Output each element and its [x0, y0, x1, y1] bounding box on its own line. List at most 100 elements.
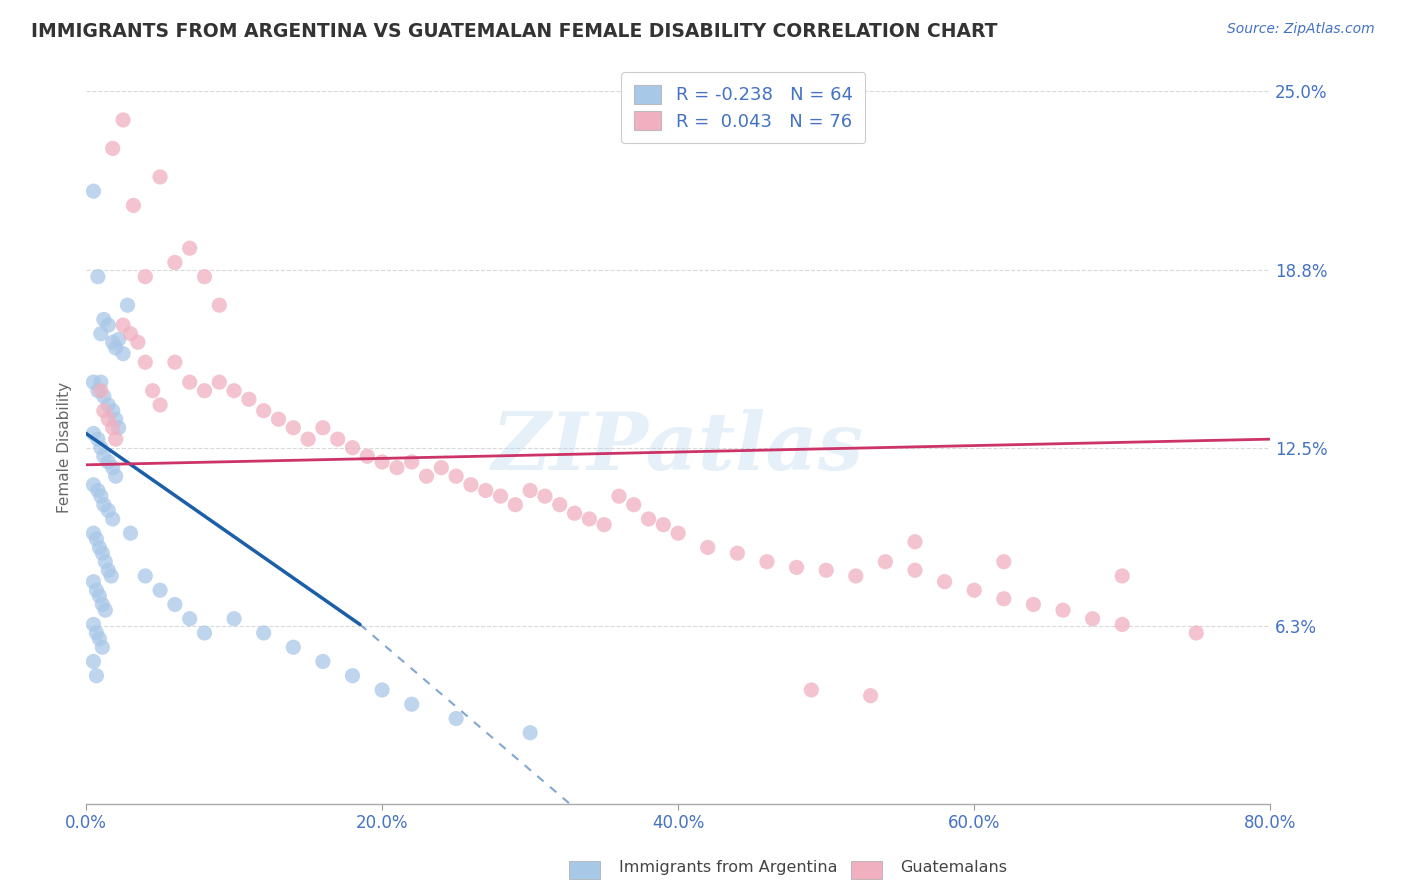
- Point: [107, 421, 129, 435]
- Point: [385, 460, 408, 475]
- Point: [163, 355, 186, 369]
- Point: [934, 574, 956, 589]
- Text: Immigrants from Argentina: Immigrants from Argentina: [619, 861, 837, 875]
- Point: [97, 318, 120, 333]
- Point: [91, 598, 114, 612]
- Point: [401, 697, 423, 711]
- Point: [238, 392, 260, 407]
- Point: [401, 455, 423, 469]
- Point: [82, 184, 104, 198]
- Text: Guatemalans: Guatemalans: [900, 861, 1007, 875]
- Point: [112, 346, 135, 360]
- Point: [179, 241, 201, 255]
- Point: [534, 489, 557, 503]
- Point: [637, 512, 659, 526]
- Point: [800, 683, 823, 698]
- Text: Source: ZipAtlas.com: Source: ZipAtlas.com: [1227, 22, 1375, 37]
- Point: [101, 335, 124, 350]
- Point: [356, 449, 378, 463]
- Point: [267, 412, 290, 426]
- Point: [548, 498, 571, 512]
- Point: [86, 583, 108, 598]
- Point: [222, 612, 245, 626]
- Point: [86, 626, 108, 640]
- Point: [91, 640, 114, 655]
- Point: [97, 563, 120, 577]
- Point: [87, 432, 110, 446]
- Point: [97, 412, 120, 426]
- Point: [444, 469, 467, 483]
- Point: [90, 441, 112, 455]
- Point: [193, 384, 215, 398]
- Point: [101, 460, 124, 475]
- Point: [93, 389, 115, 403]
- Point: [193, 626, 215, 640]
- Point: [875, 555, 897, 569]
- Point: [593, 517, 616, 532]
- Point: [1081, 612, 1104, 626]
- Point: [97, 503, 120, 517]
- Point: [93, 403, 115, 417]
- Point: [91, 546, 114, 560]
- Point: [90, 384, 112, 398]
- Point: [127, 335, 149, 350]
- Point: [1111, 569, 1133, 583]
- Point: [101, 141, 124, 155]
- Y-axis label: Female Disability: Female Disability: [58, 382, 72, 513]
- Point: [97, 398, 120, 412]
- Point: [786, 560, 808, 574]
- Point: [120, 326, 142, 341]
- Point: [104, 412, 127, 426]
- Point: [87, 269, 110, 284]
- Point: [149, 398, 172, 412]
- Point: [1111, 617, 1133, 632]
- Point: [1185, 626, 1208, 640]
- Point: [117, 298, 139, 312]
- Point: [90, 489, 112, 503]
- Point: [904, 534, 927, 549]
- Point: [97, 455, 120, 469]
- Point: [208, 375, 231, 389]
- Point: [253, 626, 276, 640]
- Point: [120, 526, 142, 541]
- Point: [163, 255, 186, 269]
- Point: [489, 489, 512, 503]
- Point: [505, 498, 527, 512]
- Point: [696, 541, 718, 555]
- Point: [87, 483, 110, 498]
- Point: [112, 318, 135, 333]
- Point: [134, 269, 156, 284]
- Point: [993, 591, 1015, 606]
- Point: [371, 455, 394, 469]
- Point: [815, 563, 838, 577]
- Point: [112, 112, 135, 127]
- Point: [193, 269, 215, 284]
- Point: [101, 403, 124, 417]
- Point: [163, 598, 186, 612]
- Point: [578, 512, 600, 526]
- Point: [89, 541, 111, 555]
- Point: [94, 603, 117, 617]
- Point: [326, 432, 349, 446]
- Point: [82, 477, 104, 491]
- Point: [1052, 603, 1074, 617]
- Point: [134, 355, 156, 369]
- Point: [89, 632, 111, 646]
- Point: [312, 421, 335, 435]
- Point: [149, 583, 172, 598]
- Point: [297, 432, 319, 446]
- Point: [666, 526, 689, 541]
- Point: [371, 683, 394, 698]
- Point: [859, 689, 882, 703]
- Point: [963, 583, 986, 598]
- Point: [179, 612, 201, 626]
- Point: [104, 432, 127, 446]
- Text: ZIPatlas: ZIPatlas: [492, 409, 865, 486]
- Point: [460, 477, 482, 491]
- Point: [82, 574, 104, 589]
- Point: [82, 426, 104, 441]
- Point: [100, 569, 122, 583]
- Point: [142, 384, 165, 398]
- Point: [474, 483, 496, 498]
- Point: [253, 403, 276, 417]
